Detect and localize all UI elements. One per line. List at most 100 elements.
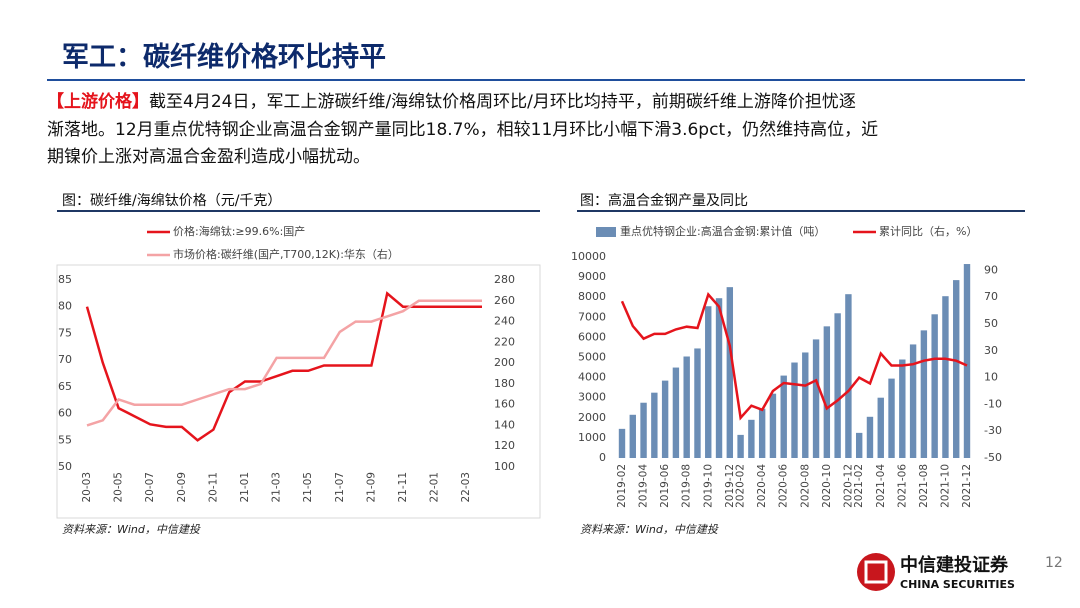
bar [866,416,874,458]
y2-tick-label: 100 [494,460,515,473]
x-tick-label: 2020-02 [735,464,747,508]
legend-label: 市场价格:碳纤维(国产,T700,12K):华东（右） [173,247,399,261]
y-tick-label: 0 [599,451,606,464]
bar [737,434,744,458]
x-tick-label: 2020-04 [756,464,768,508]
logo: 中信建投证券 CHINA SECURITIES [857,553,1015,591]
x-tick-label: 2019-04 [638,464,650,508]
bar [758,408,766,458]
bar [694,348,701,458]
y2-tick-label: 240 [494,315,515,328]
x-tick-label: 2021-10 [939,464,951,508]
x-tick-label: 20-03 [81,472,93,503]
bar [899,359,906,458]
y2-tick-label: 120 [494,439,515,452]
bar [877,397,884,458]
chart-rule [57,210,540,212]
paragraph-line: 渐落地。12月重点优特钢企业高温合金钢产量同比18.7%，相较11月环比小幅下滑… [47,120,878,140]
bar [942,296,949,458]
y-tick-label: 60 [58,407,72,420]
x-tick-label: 2020-12 [842,464,854,508]
y-tick-label: 50 [58,460,72,473]
bar [963,264,971,458]
logo-icon-inner [864,560,888,584]
bar [661,380,669,458]
x-tick-label: 20-11 [207,472,219,503]
y2-tick-label: 30 [984,344,998,357]
bar [791,362,798,458]
x-tick-label: 2019-10 [702,464,714,508]
chart-rule [577,210,1025,212]
y-tick-label: 55 [58,433,72,446]
paragraph-line: 期镍价上涨对高温合金盈利造成小幅扰动。 [47,147,370,167]
x-tick-label: 2021-06 [896,464,908,508]
bar [834,313,841,458]
x-tick-label: 2020-06 [778,464,790,508]
x-tick-label: 2019-02 [616,464,628,508]
bar [748,419,755,458]
x-tick-label: 2019-08 [681,464,693,508]
bar [953,280,960,458]
bar [931,314,938,458]
bar [705,306,712,458]
bar [618,428,626,458]
bar [629,414,636,458]
y2-tick-label: 280 [494,273,515,286]
y-tick-label: 6000 [578,330,606,343]
y2-tick-label: -50 [984,451,1002,464]
y-tick-label: 65 [58,380,72,393]
x-tick-label: 2021-04 [875,464,887,508]
y-tick-label: 8000 [578,290,606,303]
bar [651,392,658,458]
x-tick-label: 2020-10 [821,464,833,508]
bar [812,339,820,458]
bar [855,432,863,458]
bar [823,326,831,458]
x-tick-label: 21-05 [302,472,314,503]
y-tick-label: 85 [58,273,72,286]
y-tick-label: 2000 [578,411,606,424]
y-tick-label: 10000 [571,250,606,263]
bar [640,402,647,458]
chart-title: 图：高温合金钢产量及同比 [580,192,748,209]
series-line [86,299,482,427]
series-line [620,292,968,421]
chart-title: 图：碳纤维/海绵钛价格（元/千克） [62,192,281,209]
legend-label: 重点优特钢企业:高温合金钢:累计值（吨） [620,224,825,238]
y-tick-label: 4000 [578,371,606,384]
legend-label: 累计同比（右，%） [879,224,977,238]
y-tick-label: 9000 [578,270,606,283]
x-tick-label: 21-01 [239,472,251,503]
logo-icon [857,553,895,591]
paragraph-line: 【上游价格】截至4月24日，军工上游碳纤维/海绵钛价格周环比/月环比均持平，前期… [47,91,856,112]
legend-label: 价格:海绵钛:≥99.6%:国产 [173,224,305,238]
y2-tick-label: 180 [494,377,515,390]
y2-tick-label: 220 [494,335,515,348]
bar [802,352,809,458]
y2-tick-label: -30 [984,424,1002,437]
x-tick-label: 21-03 [271,472,283,503]
y2-tick-label: 10 [984,371,998,384]
bar [888,378,895,458]
source-note: 资料来源：Wind，中信建投 [580,523,719,536]
bar [726,287,734,458]
x-tick-label: 20-05 [113,472,125,503]
x-tick-label: 21-11 [397,472,409,503]
y2-tick-label: 90 [984,263,998,276]
y-tick-label: 80 [58,300,72,313]
logo-name: 中信建投证券 [900,554,1009,576]
x-tick-label: 2020-08 [799,464,811,508]
y2-tick-label: 160 [494,398,515,411]
x-tick-label: 22-01 [429,472,441,503]
bar [715,298,723,458]
y-tick-label: 1000 [578,431,606,444]
logo-english: CHINA SECURITIES [900,578,1015,591]
y-tick-label: 70 [58,353,72,366]
x-tick-label: 2019-06 [659,464,671,508]
y-tick-label: 5000 [578,351,606,364]
bar [845,294,852,458]
source-note: 资料来源：Wind，中信建投 [62,523,201,536]
y2-tick-label: -10 [984,397,1002,410]
x-tick-label: 2021-08 [918,464,930,508]
